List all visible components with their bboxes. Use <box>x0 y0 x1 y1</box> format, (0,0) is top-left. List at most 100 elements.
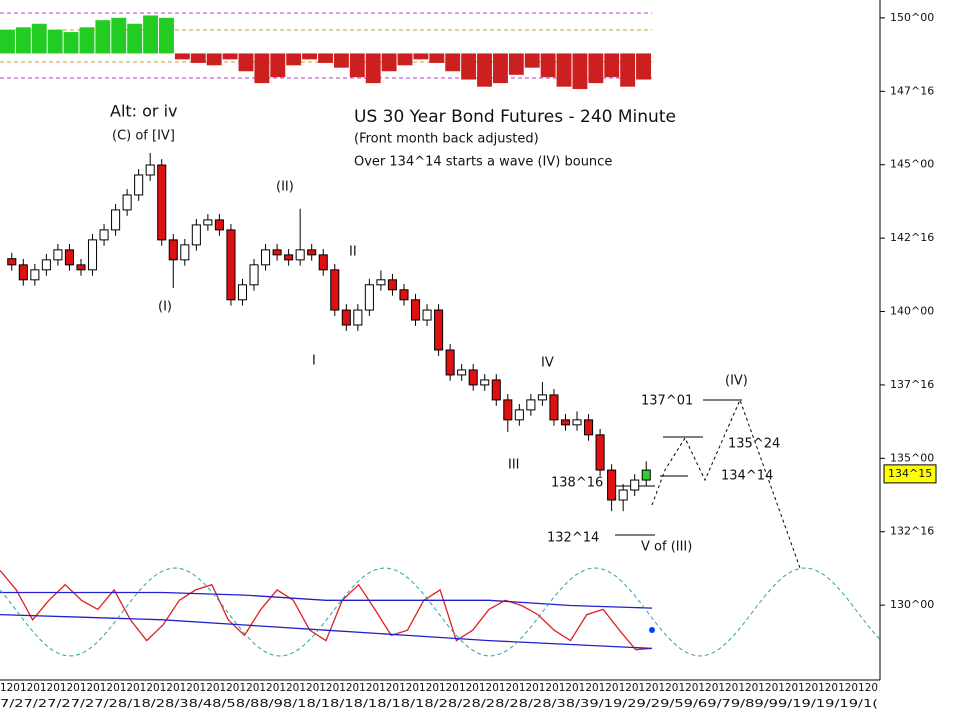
annotation: (C) of [IV] <box>112 129 175 144</box>
osc-bar <box>349 53 365 78</box>
candle-body <box>341 309 351 326</box>
candle-body <box>607 469 617 501</box>
candle-body <box>76 264 86 271</box>
osc-bar <box>397 53 413 66</box>
osc-bar <box>222 53 238 60</box>
candle-body <box>364 284 374 311</box>
candle-body <box>330 269 340 311</box>
osc-bar <box>270 53 286 78</box>
annotation: 132^14 <box>547 531 599 546</box>
candle-body <box>353 309 363 326</box>
candle-body <box>203 219 213 226</box>
osc-bar <box>524 53 540 68</box>
osc-bar <box>636 53 651 80</box>
y-tick-label: 150^00 <box>890 11 934 24</box>
candle-body <box>18 264 28 281</box>
candle-body <box>41 259 51 271</box>
osc-bar <box>365 53 381 84</box>
candle-body <box>560 419 571 426</box>
candle-body <box>64 249 74 266</box>
osc-bar <box>63 32 79 54</box>
candle-body <box>122 194 132 211</box>
osc-bar <box>429 53 445 63</box>
candle-body <box>261 249 271 266</box>
osc-bar <box>540 53 556 78</box>
y-tick-label: 145^00 <box>890 158 934 171</box>
candle-body <box>30 269 40 281</box>
candle-body <box>7 258 17 266</box>
candle-body <box>214 219 224 231</box>
osc-bar <box>111 17 127 54</box>
osc-bar <box>413 53 429 60</box>
candle-body <box>491 379 501 401</box>
annotation: (II) <box>276 180 294 195</box>
annotation: I <box>312 354 316 369</box>
last-price-box <box>883 464 937 484</box>
osc-bar <box>333 53 349 68</box>
y-tick-label: 140^00 <box>890 305 934 318</box>
last-price-label: 134^15 <box>888 467 932 480</box>
osc-bar <box>206 53 222 66</box>
annotation: 135^24 <box>728 437 780 452</box>
osc-bar <box>445 53 461 72</box>
candle-body <box>145 164 155 176</box>
candle-body <box>595 434 605 471</box>
osc-bar <box>127 23 143 54</box>
candle-body <box>284 254 294 261</box>
candle-body <box>226 229 236 301</box>
candle-body <box>237 284 248 301</box>
candle-body <box>111 209 121 231</box>
annotation: V of (III) <box>641 540 692 555</box>
osc-bar <box>31 23 47 54</box>
osc-bar <box>556 53 572 87</box>
osc-bar <box>15 27 31 54</box>
indicator-line <box>0 569 653 651</box>
y-tick-label: 132^16 <box>890 525 934 538</box>
candle-body <box>526 399 536 411</box>
osc-bar <box>318 53 333 63</box>
annotation: 137^01 <box>641 394 693 409</box>
chart-subtitle: (Front month back adjusted) <box>354 132 539 147</box>
candle-body <box>468 369 478 386</box>
osc-bar <box>461 53 477 80</box>
candle-body <box>618 489 628 501</box>
osc-bar <box>0 29 15 54</box>
osc-bar <box>286 53 302 66</box>
osc-bar <box>159 17 174 54</box>
osc-bar <box>492 53 508 84</box>
candle-body <box>434 309 444 351</box>
candle-body <box>457 369 467 376</box>
candle-body <box>134 174 144 196</box>
osc-bar <box>477 53 492 87</box>
osc-bar <box>79 27 95 54</box>
candle-body <box>376 279 386 286</box>
chart-note: Over 134^14 starts a wave (IV) bounce <box>354 155 612 170</box>
candle-body <box>572 419 582 426</box>
annotation: (I) <box>158 300 172 315</box>
annotation: III <box>508 458 520 473</box>
candle-body <box>157 164 167 241</box>
osc-bar <box>572 53 588 90</box>
candle-body <box>422 309 432 321</box>
candle-body <box>537 394 547 401</box>
x-labels: 7/27/27/27/27/28/18/28/38/48/58/88/98/18… <box>0 697 878 710</box>
candle-body <box>99 229 109 241</box>
candle-body <box>272 249 282 256</box>
candle-body <box>387 279 397 291</box>
osc-bar <box>620 53 636 87</box>
y-tick-label: 147^16 <box>890 84 934 97</box>
candle-body <box>249 264 259 286</box>
candle-body <box>445 349 455 376</box>
annotation: Alt: or iv <box>110 102 178 121</box>
indicator-line <box>0 613 653 650</box>
chart-title: US 30 Year Bond Futures - 240 Minute <box>354 107 676 127</box>
x-labels: 1201201201201201201201201201201201201201… <box>0 681 878 694</box>
annotation: (IV) <box>725 374 748 389</box>
annotation: 138^16 <box>551 476 603 491</box>
candle-body <box>53 249 63 261</box>
candle-body <box>641 469 651 481</box>
osc-bar <box>588 53 604 84</box>
dot <box>649 627 655 633</box>
osc-bar <box>174 53 190 60</box>
